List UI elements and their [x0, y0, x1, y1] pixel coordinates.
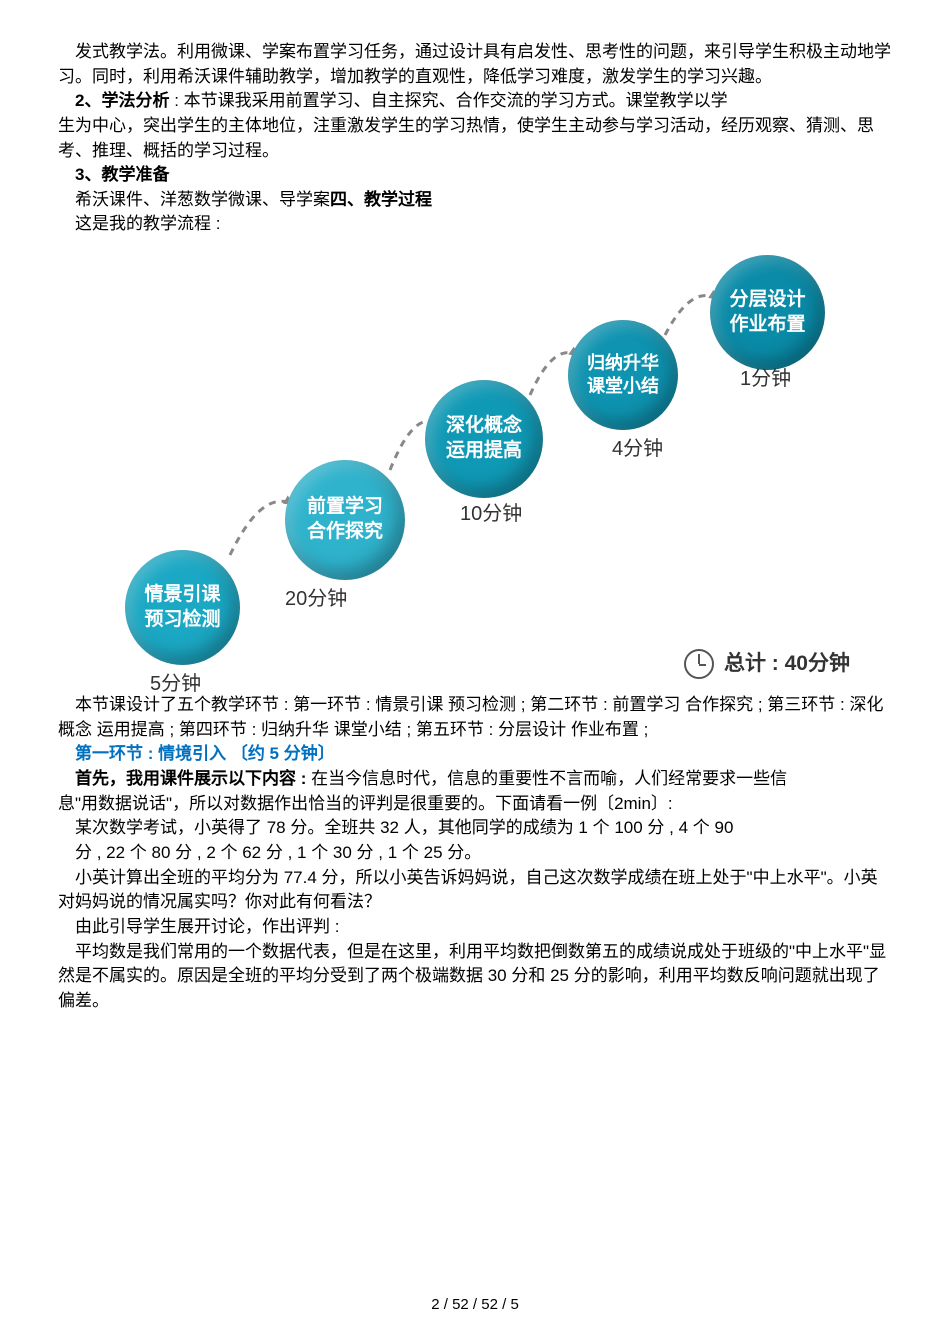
- paragraph-12: 分 , 22 个 80 分 , 2 个 62 分 , 1 个 30 分 , 1 …: [58, 841, 892, 866]
- text-2: : 本节课我采用前置学习、自主探究、合作交流的学习方式。课堂教学以学: [169, 91, 727, 110]
- page-footer: 2 / 52 / 52 / 5: [0, 1294, 950, 1316]
- text-9-rest: 在当今信息时代，信息的重要性不言而喻，人们经常要求一些信: [306, 769, 787, 788]
- time-label-0: 5分钟: [150, 670, 201, 699]
- process-diagram: 情景引课预习检测前置学习合作探究深化概念运用提高归纳升华课堂小结分层设计作业布置…: [90, 245, 860, 685]
- node-0: 情景引课预习检测: [125, 550, 240, 665]
- total-time: 总计 : 40分钟: [684, 649, 850, 679]
- node-1: 前置学习合作探究: [285, 460, 405, 580]
- text-9-bold: 首先，我用课件展示以下内容 :: [75, 769, 306, 788]
- heading-prep: 3、教学准备: [58, 163, 892, 188]
- heading-method-analysis: 2、学法分析: [75, 91, 169, 110]
- time-label-4: 1分钟: [740, 365, 791, 394]
- clock-icon: [684, 649, 714, 679]
- time-label-3: 4分钟: [612, 435, 663, 464]
- paragraph-5: 希沃课件、洋葱数学微课、导学案四、教学过程: [58, 188, 892, 213]
- paragraph-11: 某次数学考试，小英得了 78 分。全班共 32 人，其他同学的成绩为 1 个 1…: [58, 816, 892, 841]
- paragraph-10: 息"用数据说话"，所以对数据作出恰当的评判是很重要的。下面请看一例〔2min〕:: [58, 792, 892, 817]
- time-label-2: 10分钟: [460, 500, 522, 529]
- paragraph-15: 平均数是我们常用的一个数据代表，但是在这里，利用平均数把倒数第五的成绩说成处于班…: [58, 940, 892, 1014]
- time-label-1: 20分钟: [285, 585, 347, 614]
- node-4: 分层设计作业布置: [710, 255, 825, 370]
- paragraph-13: 小英计算出全班的平均分为 77.4 分，所以小英告诉妈妈说，自己这次数学成绩在班…: [58, 866, 892, 915]
- heading-process: 四、教学过程: [330, 190, 432, 209]
- paragraph-1: 发式教学法。利用微课、学案布置学习任务，通过设计具有启发性、思考性的问题，来引导…: [58, 40, 892, 89]
- node-2: 深化概念运用提高: [425, 380, 543, 498]
- paragraph-14: 由此引导学生展开讨论，作出评判 :: [58, 915, 892, 940]
- paragraph-2: 2、学法分析 : 本节课我采用前置学习、自主探究、合作交流的学习方式。课堂教学以…: [58, 89, 892, 114]
- node-3: 归纳升华课堂小结: [568, 320, 678, 430]
- paragraph-3: 生为中心，突出学生的主体地位，注重激发学生的学习热情，使学生主动参与学习活动，经…: [58, 114, 892, 163]
- paragraph-6: 这是我的教学流程 :: [58, 212, 892, 237]
- heading-phase-1: 第一环节 : 情境引入 〔约 5 分钟〕: [58, 742, 892, 767]
- paragraph-7: 本节课设计了五个教学环节 : 第一环节 : 情景引课 预习检测 ; 第二环节 :…: [58, 693, 892, 742]
- text-5a: 希沃课件、洋葱数学微课、导学案: [75, 190, 330, 209]
- paragraph-9: 首先，我用课件展示以下内容 : 在当今信息时代，信息的重要性不言而喻，人们经常要…: [58, 767, 892, 792]
